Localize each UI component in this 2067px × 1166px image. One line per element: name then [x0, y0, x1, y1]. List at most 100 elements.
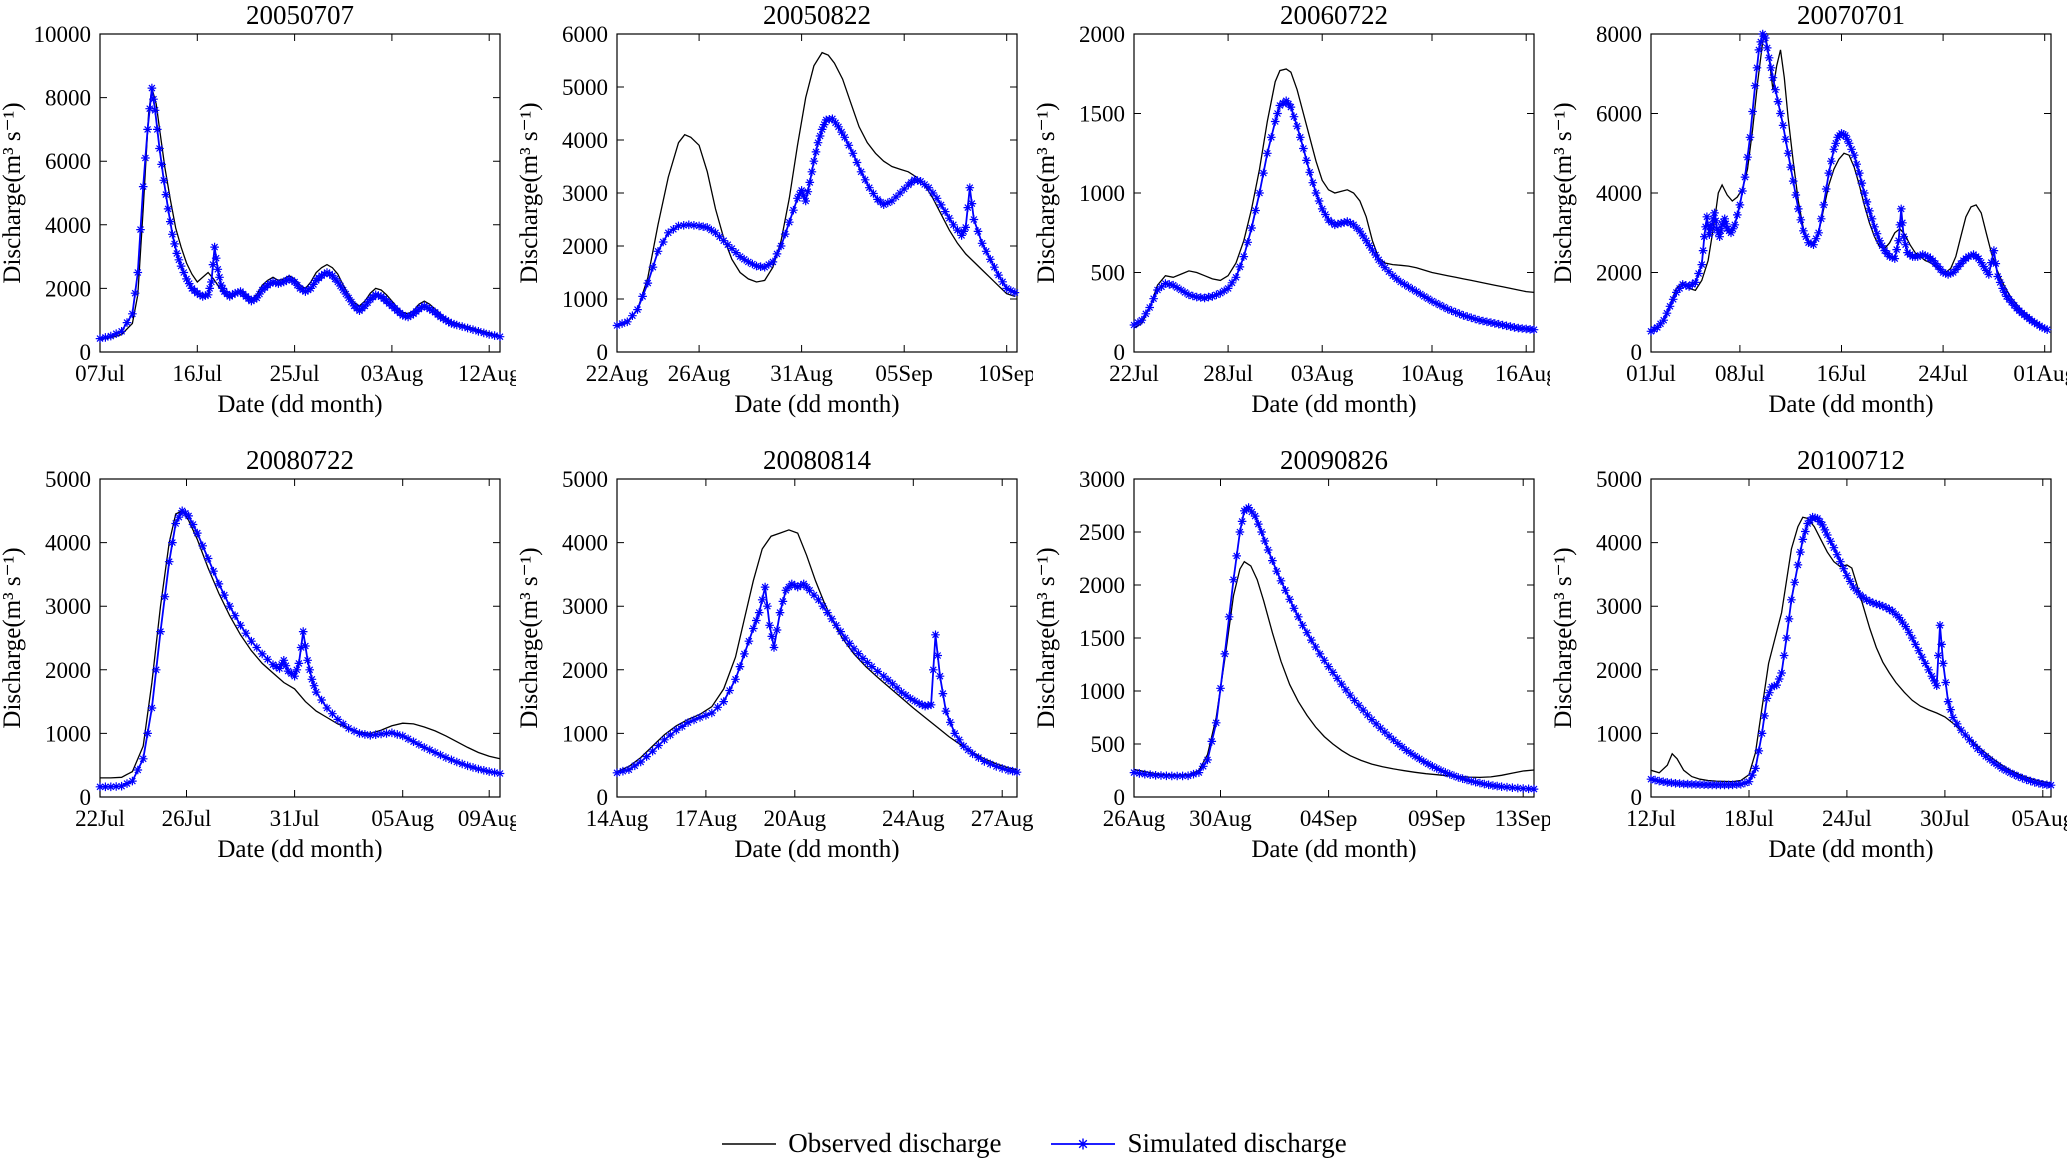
simulated-markers	[95, 506, 505, 792]
y-tick-label: 0	[1114, 785, 1126, 810]
y-tick-label: 3000	[1079, 467, 1125, 492]
observed-series-line	[1133, 560, 1535, 779]
axis-ticks	[1650, 478, 2051, 798]
y-tick-label: 6000	[1596, 102, 1642, 127]
x-tick-label: 30Aug	[1189, 806, 1252, 831]
x-tick-label: 05Sep	[875, 361, 933, 386]
y-tick-label: 10000	[34, 22, 92, 47]
y-tick-label: 500	[1091, 261, 1126, 286]
simulated-markers	[1646, 29, 2052, 336]
y-tick-label: 0	[80, 785, 92, 810]
x-tick-label: 03Aug	[361, 361, 424, 386]
y-axis-label: Discharge(m³ s⁻¹)	[517, 102, 543, 283]
y-axis-label: Discharge(m³ s⁻¹)	[1551, 547, 1577, 728]
simulated-markers	[1129, 96, 1539, 334]
y-tick-label: 8000	[45, 86, 91, 111]
y-axis-label: Discharge(m³ s⁻¹)	[0, 547, 26, 728]
y-tick-label: 1000	[1079, 679, 1125, 704]
observed-series-line	[100, 509, 501, 779]
subplot-20050822: 0 1000 2000 3000 4000 5000 6000 22Aug 26Aug 31Aug…	[516, 0, 1035, 445]
x-tick-label: 22Aug	[586, 361, 649, 386]
y-tick-label: 3000	[1596, 594, 1642, 619]
simulated-series-line	[616, 582, 1018, 774]
x-tick-label: 24Jul	[1918, 361, 1968, 386]
chart-title: 20050822	[763, 0, 871, 30]
x-tick-label: 20Aug	[763, 806, 826, 831]
y-tick-label: 2000	[1079, 22, 1125, 47]
x-axis-label: Date (dd month)	[1768, 836, 1933, 863]
x-axis-label: Date (dd month)	[734, 391, 899, 418]
observed-series-line	[616, 51, 1016, 328]
y-tick-label: 1000	[562, 287, 608, 312]
x-tick-label: 01Aug	[2013, 361, 2067, 386]
x-tick-label: 24Jul	[1822, 806, 1872, 831]
x-tick-label: 31Jul	[270, 806, 320, 831]
x-tick-label: 22Jul	[1109, 361, 1159, 386]
x-tick-label: 16Jul	[1817, 361, 1867, 386]
axes-box	[1133, 478, 1535, 798]
observed-series-line	[616, 529, 1018, 773]
chart-svg-20100712: 0 1000 2000 3000 4000 5000 12Jul 18Jul 24Jul 30Ju…	[1550, 445, 2067, 863]
simulated-markers	[95, 83, 505, 343]
y-tick-label: 1000	[1596, 721, 1642, 746]
y-tick-label: 0	[1631, 340, 1643, 365]
x-tick-label: 07Jul	[75, 361, 125, 386]
y-tick-label: 0	[1631, 785, 1643, 810]
axes-box	[1650, 33, 2052, 353]
subplot-20050707: 0 2000 4000 6000 8000 10000 07Jul 16Jul 25Jul 03A…	[0, 0, 521, 445]
simulated-markers	[1129, 503, 1539, 794]
axes-box	[616, 33, 1018, 353]
axis-ticks	[99, 478, 500, 798]
y-tick-label: 5000	[562, 467, 608, 492]
y-tick-label: 0	[1114, 340, 1126, 365]
x-tick-label: 10Aug	[1401, 361, 1464, 386]
x-axis-label: Date (dd month)	[217, 836, 382, 863]
y-tick-label: 4000	[562, 128, 608, 153]
simulated-markers	[612, 114, 1020, 330]
x-axis-label: Date (dd month)	[1251, 836, 1416, 863]
simulated-series-line	[99, 87, 501, 340]
x-axis-label: Date (dd month)	[1768, 391, 1933, 418]
x-axis-label: Date (dd month)	[734, 836, 899, 863]
x-tick-label: 12Jul	[1626, 806, 1676, 831]
chart-title: 20050707	[246, 0, 354, 30]
chart-svg-20080814: 0 1000 2000 3000 4000 5000 14Aug 17Aug 20Aug 24Au…	[516, 445, 1034, 863]
y-axis-label: Discharge(m³ s⁻¹)	[0, 102, 26, 283]
chart-title: 20080814	[763, 445, 872, 475]
subplot-20080722: 0 1000 2000 3000 4000 5000 22Jul 26Jul 31Jul 05Au…	[0, 445, 521, 890]
y-tick-label: 2000	[1596, 261, 1642, 286]
legend-item-simulated: Simulated discharge	[1049, 1128, 1347, 1159]
observed-series-line	[1650, 516, 2052, 784]
chart-title: 20080722	[246, 445, 354, 475]
y-tick-label: 8000	[1596, 22, 1642, 47]
x-tick-label: 10Sep	[978, 361, 1033, 386]
chart-svg-20090826: 0 500 1000 1500 2000 2500 3000 26Aug 30Aug 04Sep 0…	[1033, 445, 1552, 863]
y-tick-label: 5000	[45, 467, 91, 492]
axis-ticks	[1133, 33, 1534, 353]
y-tick-label: 1000	[562, 721, 608, 746]
y-tick-label: 2000	[562, 234, 608, 259]
axis-ticks	[616, 478, 1017, 798]
y-tick-label: 4000	[45, 213, 91, 238]
x-tick-label: 16Jul	[172, 361, 222, 386]
x-tick-label: 08Jul	[1715, 361, 1765, 386]
y-tick-label: 0	[597, 785, 609, 810]
subplot-20060722: 0 500 1000 1500 2000 22Jul 28Jul 03Aug 10Aug 16Au…	[1033, 0, 1558, 445]
x-axis-label: Date (dd month)	[217, 391, 382, 418]
x-tick-label: 30Jul	[1920, 806, 1970, 831]
axes-box	[616, 478, 1018, 798]
x-tick-label: 28Jul	[1203, 361, 1253, 386]
x-tick-label: 17Aug	[675, 806, 738, 831]
x-tick-label: 31Aug	[770, 361, 833, 386]
chart-title: 20090826	[1280, 445, 1388, 475]
y-axis-label: Discharge(m³ s⁻¹)	[1551, 102, 1577, 283]
x-tick-label: 22Jul	[75, 806, 125, 831]
x-tick-label: 05Aug	[371, 806, 434, 831]
chart-svg-20080722: 0 1000 2000 3000 4000 5000 22Jul 26Jul 31Jul 05Au…	[0, 445, 521, 863]
y-tick-label: 3000	[45, 594, 91, 619]
y-tick-label: 3000	[562, 181, 608, 206]
observed-series-line	[99, 87, 501, 340]
x-tick-label: 26Aug	[668, 361, 731, 386]
subplot-20100712: 0 1000 2000 3000 4000 5000 12Jul 18Jul 24Jul 30Ju…	[1550, 445, 2067, 890]
